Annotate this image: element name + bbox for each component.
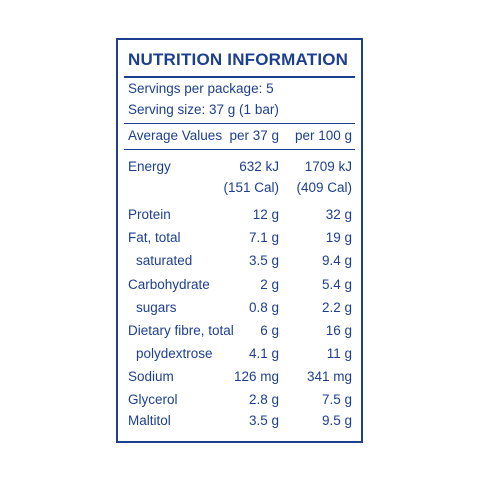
nutrient-label: sugars [136, 300, 177, 315]
nutrient-per-100g: 341 mg [306, 369, 352, 384]
nutrient-per-serving: 3.5 g [248, 253, 279, 268]
header-per-serving: per 37 g [229, 128, 279, 143]
nutrient-per-serving: 2.8 g [248, 392, 279, 407]
nutrient-per-100g: 32 g [325, 207, 352, 222]
nutrient-per-serving: 7.1 g [248, 230, 279, 245]
energy-label: Energy [128, 159, 171, 174]
nutrient-per-serving: 4.1 g [248, 346, 279, 361]
nutrient-label: Protein [128, 207, 171, 222]
energy-per-100g-cal: (409 Cal) [296, 180, 352, 195]
nutrient-per-serving: 126 mg [233, 369, 279, 384]
serving-size: Serving size: 37 g (1 bar) [128, 102, 279, 117]
nutrient-label: Sodium [128, 369, 174, 384]
nutrient-per-100g: 9.4 g [321, 253, 352, 268]
servings-per-package: Servings per package: 5 [128, 81, 274, 96]
energy-per-serving-cal: (151 Cal) [223, 180, 279, 195]
nutrient-label: saturated [136, 253, 193, 268]
nutrient-per-100g: 19 g [325, 230, 352, 245]
divider [124, 123, 355, 124]
energy-per-100g-kj: 1709 kJ [304, 159, 352, 174]
energy-per-serving-kj: 632 kJ [239, 159, 279, 174]
nutrition-panel: NUTRITION INFORMATION Servings per packa… [116, 38, 363, 443]
nutrient-label: Maltitol [128, 413, 171, 428]
nutrient-label: Carbohydrate [128, 277, 210, 292]
nutrient-per-100g: 9.5 g [321, 413, 352, 428]
nutrient-per-serving: 2 g [260, 277, 279, 292]
nutrient-per-100g: 2.2 g [321, 300, 352, 315]
nutrient-label: Fat, total [128, 230, 181, 245]
nutrient-per-100g: 16 g [325, 323, 352, 338]
header-label: Average Values [128, 128, 223, 143]
title-divider [124, 76, 355, 78]
nutrient-label: Dietary fibre, total [128, 323, 234, 338]
nutrient-per-100g: 11 g [326, 346, 352, 361]
nutrient-per-serving: 6 g [260, 323, 279, 338]
nutrient-per-100g: 5.4 g [321, 277, 352, 292]
header-per-100g: per 100 g [294, 128, 352, 143]
nutrient-per-serving: 0.8 g [248, 300, 279, 315]
nutrient-per-100g: 7.5 g [321, 392, 352, 407]
divider [124, 149, 355, 150]
nutrient-per-serving: 3.5 g [248, 413, 279, 428]
nutrient-label: Glycerol [128, 392, 178, 407]
nutrient-label: polydextrose [136, 346, 213, 361]
panel-title: NUTRITION INFORMATION [128, 50, 349, 69]
nutrient-per-serving: 12 g [252, 207, 279, 222]
